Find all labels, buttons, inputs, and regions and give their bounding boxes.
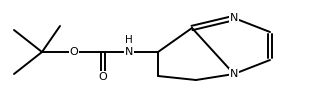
Text: N: N bbox=[125, 47, 133, 57]
Text: H: H bbox=[125, 35, 133, 45]
Text: O: O bbox=[99, 72, 108, 82]
Text: O: O bbox=[70, 47, 78, 57]
Text: N: N bbox=[230, 13, 238, 23]
Text: N: N bbox=[230, 69, 238, 79]
